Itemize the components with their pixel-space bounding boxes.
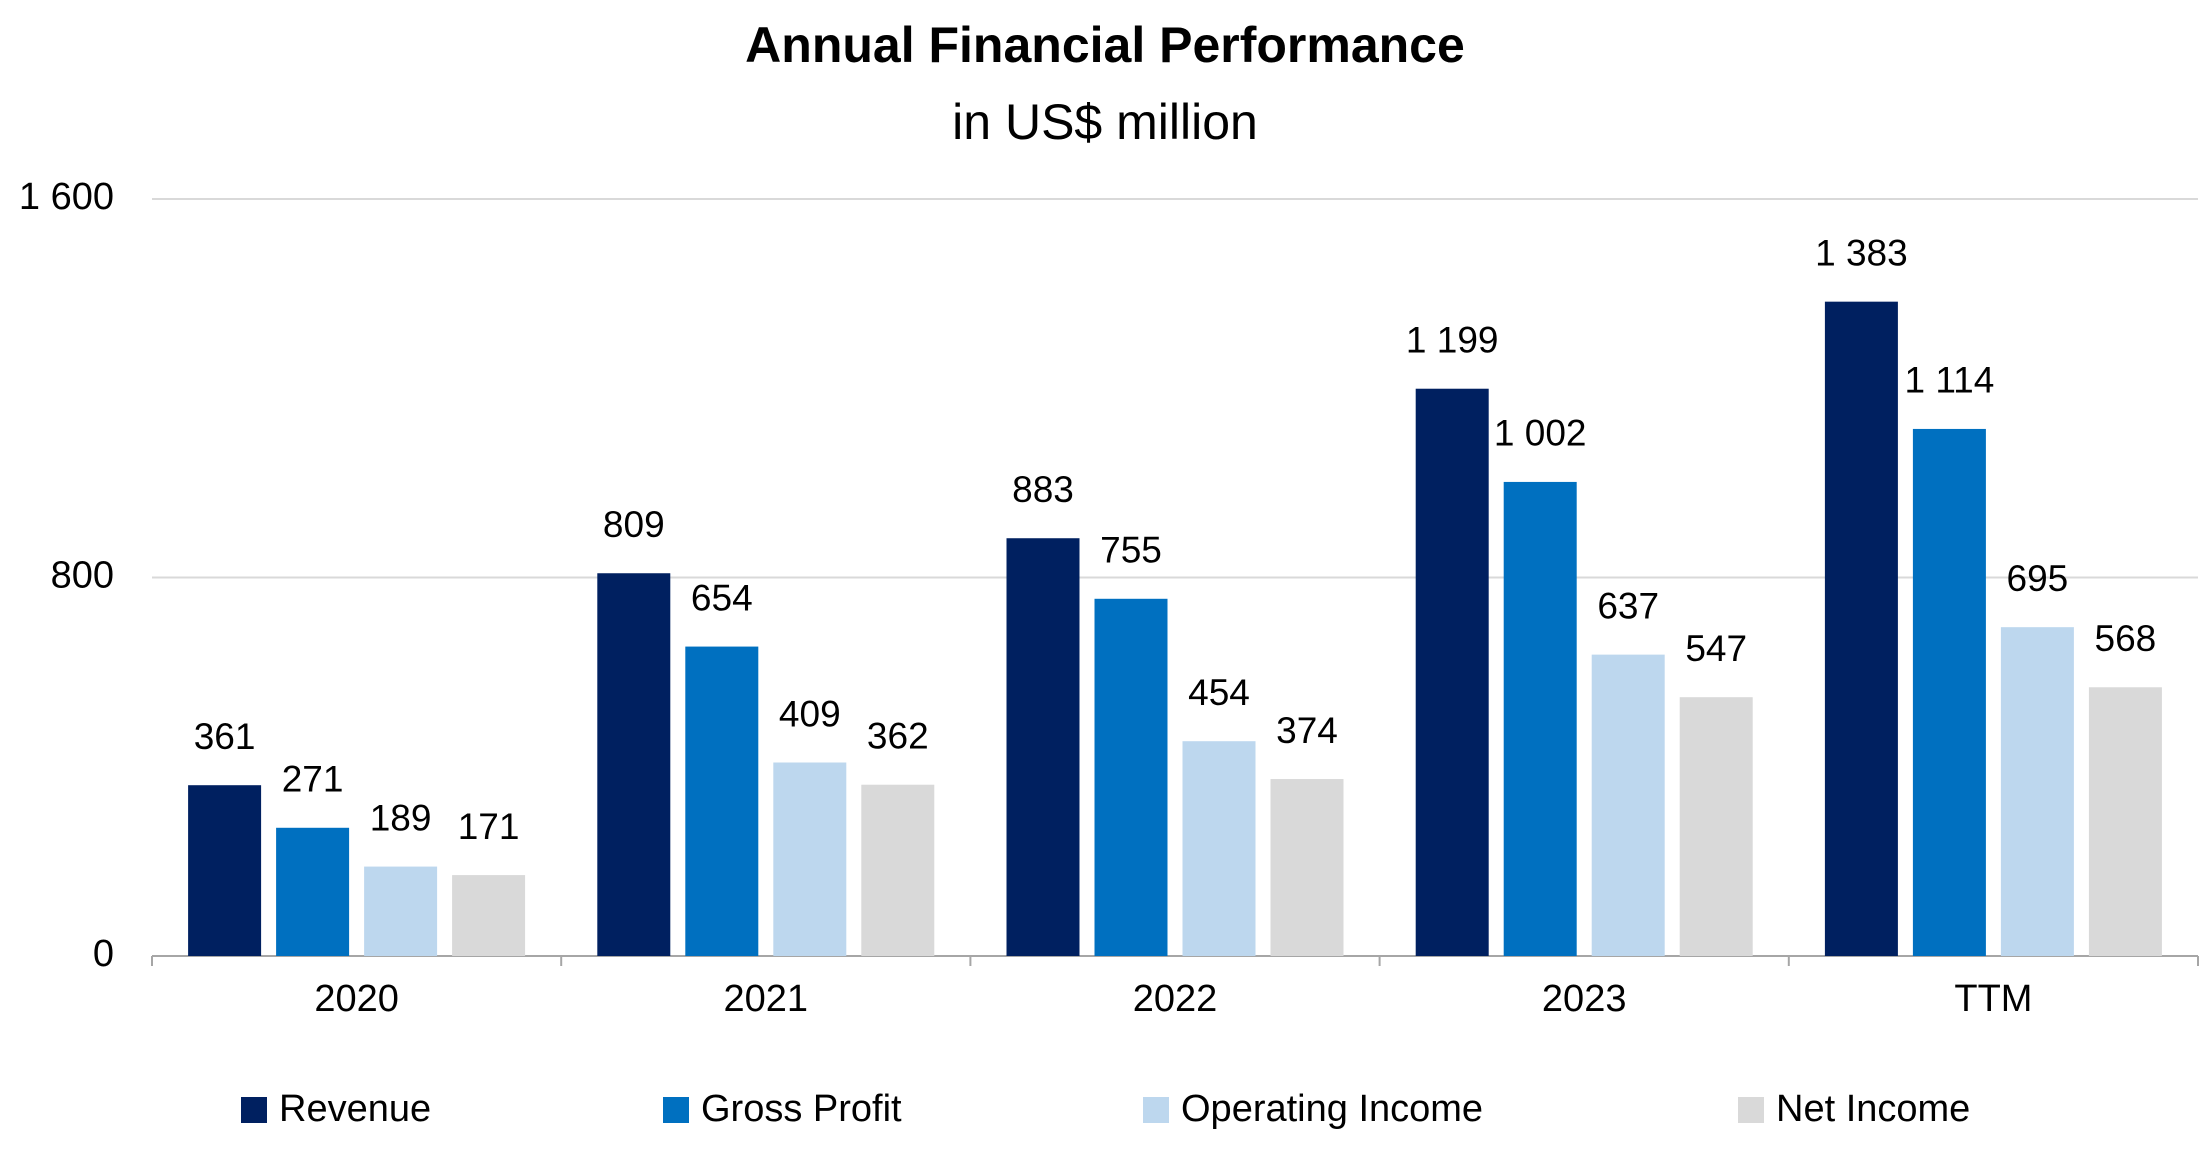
x-tick-label: 2022	[1133, 978, 1218, 1020]
value-label: 1 114	[1904, 360, 1994, 401]
y-tick-label: 800	[51, 555, 114, 597]
legend-label: Gross Profit	[701, 1088, 902, 1130]
bar	[1270, 779, 1344, 956]
value-label: 171	[458, 806, 520, 847]
legend-marker	[1143, 1097, 1169, 1123]
value-label: 637	[1597, 585, 1659, 626]
bar	[861, 784, 935, 956]
value-label: 1 383	[1815, 232, 1908, 273]
value-label: 271	[282, 759, 344, 800]
bar	[1591, 654, 1665, 956]
value-label: 1 199	[1406, 320, 1499, 361]
bar	[2088, 687, 2162, 956]
bar	[1503, 481, 1577, 956]
value-label: 755	[1100, 530, 1162, 571]
bar	[452, 875, 526, 956]
chart-title: Annual Financial Performance	[745, 17, 1465, 73]
y-tick-label: 0	[93, 933, 114, 975]
legend-marker	[1738, 1097, 1764, 1123]
bar	[188, 785, 262, 956]
y-tick-label: 1 600	[19, 176, 114, 218]
x-tick-label: 2020	[314, 978, 399, 1020]
value-label: 547	[1685, 628, 1747, 669]
bar	[1912, 428, 1986, 957]
x-tick-label: TTM	[1954, 978, 2032, 1020]
value-label: 568	[2095, 618, 2157, 659]
bar	[364, 866, 438, 956]
bar	[597, 573, 671, 956]
bar	[1182, 741, 1256, 956]
legend-label: Revenue	[279, 1088, 431, 1130]
bar	[773, 762, 847, 956]
value-label: 1 002	[1494, 413, 1587, 454]
legend-label: Operating Income	[1181, 1088, 1483, 1130]
legend-marker	[241, 1097, 267, 1123]
value-label: 809	[603, 504, 665, 545]
value-label: 361	[194, 716, 256, 757]
value-label: 454	[1188, 672, 1250, 713]
legend-marker	[663, 1097, 689, 1123]
bar	[1094, 598, 1168, 956]
value-label: 362	[867, 716, 929, 757]
legend-label: Net Income	[1776, 1088, 1970, 1130]
chart-subtitle: in US$ million	[952, 94, 1258, 150]
value-label: 883	[1012, 469, 1074, 510]
value-label: 189	[370, 797, 432, 838]
bar	[1415, 388, 1489, 956]
value-label: 654	[691, 577, 753, 618]
bar	[685, 646, 759, 956]
bar	[1679, 697, 1753, 956]
bar	[1006, 538, 1080, 956]
value-label: 409	[779, 693, 841, 734]
x-tick-label: 2023	[1542, 978, 1627, 1020]
value-label: 695	[2007, 558, 2069, 599]
bar	[1824, 301, 1898, 957]
bar	[276, 827, 350, 956]
bar	[2000, 627, 2074, 956]
value-label: 374	[1276, 710, 1338, 751]
x-tick-label: 2021	[724, 978, 809, 1020]
